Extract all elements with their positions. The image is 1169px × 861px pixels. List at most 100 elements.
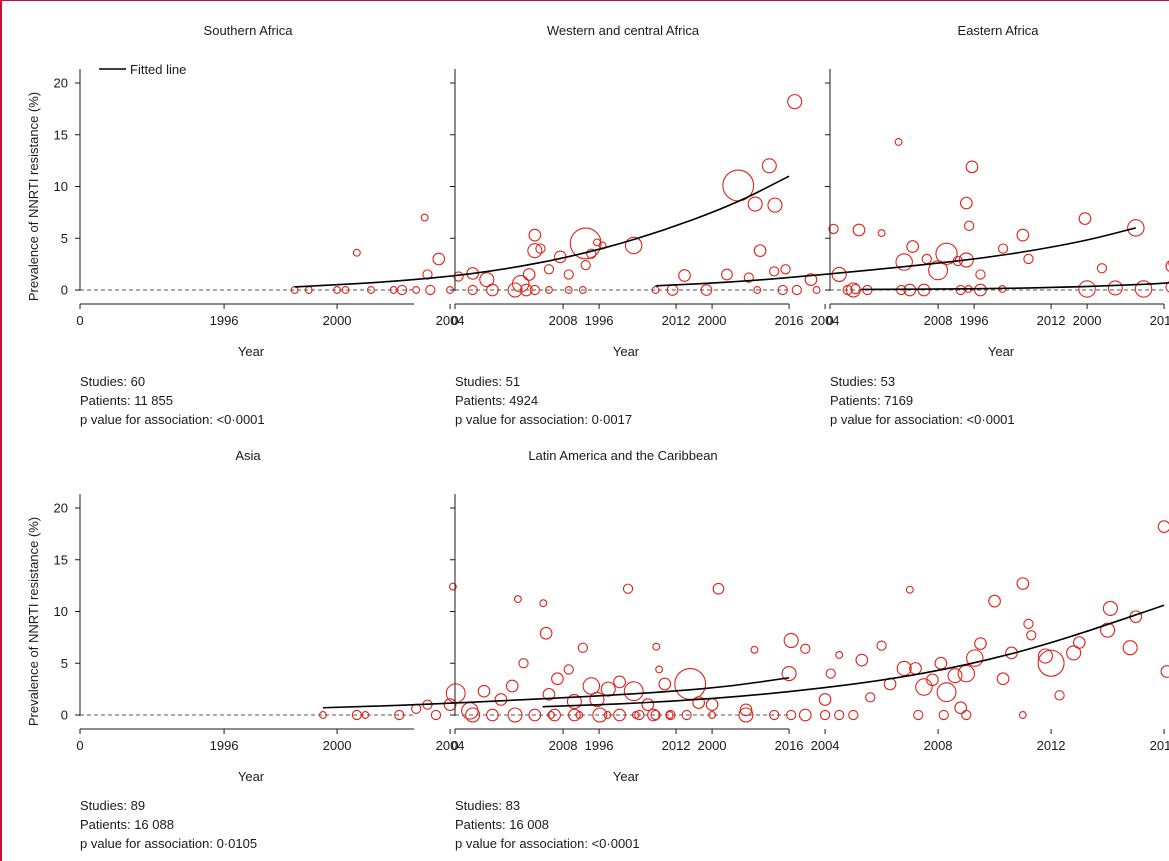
stats-panel-asia: Studies: 89 Patients: 16 088 p value for… bbox=[80, 796, 257, 853]
study-point bbox=[1072, 636, 1086, 649]
study-point bbox=[412, 286, 421, 294]
study-point bbox=[678, 269, 691, 282]
study-point bbox=[781, 666, 797, 682]
x-tick-label: 2008 bbox=[924, 738, 953, 753]
study-point bbox=[767, 197, 783, 213]
stats-panel-eastern-africa: Studies: 53 Patients: 7169 p value for a… bbox=[830, 372, 1015, 429]
study-point bbox=[544, 286, 553, 294]
study-point bbox=[812, 286, 821, 294]
x-axis-label: Year bbox=[613, 769, 640, 784]
x-tick-label: 2000 bbox=[323, 313, 352, 328]
study-point bbox=[539, 626, 553, 640]
study-point bbox=[333, 286, 342, 294]
fitted-line bbox=[322, 676, 790, 709]
legend: Fitted line bbox=[99, 62, 186, 77]
study-point bbox=[432, 252, 446, 266]
x-tick-label: 2016 bbox=[775, 313, 804, 328]
x-tick-label: 2000 bbox=[698, 313, 727, 328]
patients-count: Patients: 16 088 bbox=[80, 817, 174, 832]
study-point bbox=[518, 658, 529, 669]
x-tick-label: 2012 bbox=[1037, 738, 1066, 753]
study-point bbox=[974, 637, 987, 650]
study-point bbox=[624, 236, 643, 255]
x-tick-label: 2012 bbox=[662, 738, 691, 753]
study-point bbox=[769, 709, 780, 721]
study-point bbox=[1127, 219, 1145, 237]
study-point bbox=[692, 696, 706, 709]
study-point bbox=[825, 668, 836, 679]
x-tick-label: 2008 bbox=[924, 313, 953, 328]
study-point bbox=[936, 682, 957, 703]
study-point bbox=[850, 283, 861, 295]
study-point bbox=[665, 711, 674, 719]
study-point bbox=[966, 649, 984, 667]
x-axis-label: Year bbox=[988, 344, 1015, 359]
study-point bbox=[753, 244, 767, 258]
study-point bbox=[528, 228, 542, 242]
study-point bbox=[1107, 280, 1123, 296]
study-point bbox=[513, 595, 522, 604]
study-point bbox=[819, 709, 831, 721]
study-point bbox=[542, 687, 556, 701]
study-point bbox=[507, 707, 523, 723]
x-tick-label: 1996 bbox=[585, 313, 614, 328]
study-point bbox=[934, 656, 948, 670]
x-tick-label: 2004 bbox=[436, 313, 465, 328]
x-tick-label: 1996 bbox=[960, 313, 989, 328]
study-point bbox=[652, 642, 661, 651]
study-point bbox=[1037, 648, 1053, 664]
x-tick-label: 0 bbox=[451, 313, 458, 328]
x-tick-label: 0 bbox=[451, 738, 458, 753]
study-point bbox=[938, 709, 949, 721]
study-point bbox=[852, 223, 866, 237]
x-axis-label: Year bbox=[238, 769, 265, 784]
fitted-line bbox=[861, 281, 1169, 291]
study-point bbox=[650, 709, 661, 721]
study-point bbox=[761, 158, 777, 174]
y-axis-label: Prevalence of NNRTI resistance (%) bbox=[26, 517, 41, 726]
study-point bbox=[1054, 690, 1065, 701]
study-point bbox=[448, 582, 457, 591]
study-point bbox=[430, 709, 442, 721]
x-tick-label: 0 bbox=[76, 738, 83, 753]
study-point bbox=[631, 711, 640, 719]
panel-title: Eastern Africa bbox=[958, 23, 1040, 38]
study-point bbox=[443, 698, 457, 712]
x-tick-label: 1996 bbox=[210, 738, 239, 753]
panel-title: Latin America and the Caribbean bbox=[528, 448, 717, 463]
study-point bbox=[394, 709, 405, 721]
studies-count: Studies: 53 bbox=[830, 374, 896, 389]
study-point bbox=[935, 242, 958, 265]
study-point bbox=[420, 213, 429, 222]
study-point bbox=[563, 664, 574, 675]
y-tick-label: 10 bbox=[54, 179, 68, 194]
patients-count: Patients: 7169 bbox=[830, 393, 914, 408]
study-point bbox=[988, 594, 1001, 608]
study-point bbox=[577, 642, 588, 653]
study-point bbox=[522, 268, 536, 281]
study-point bbox=[1016, 577, 1030, 590]
study-point bbox=[906, 240, 920, 253]
study-point bbox=[961, 709, 972, 721]
study-point bbox=[965, 160, 979, 174]
study-point bbox=[913, 709, 924, 721]
study-point bbox=[563, 269, 574, 280]
study-point bbox=[564, 286, 573, 294]
studies-count: Studies: 51 bbox=[455, 374, 521, 389]
study-point bbox=[453, 271, 464, 282]
study-point bbox=[1023, 253, 1034, 265]
chart-panel: Eastern Africa0199620002004200820122016Y… bbox=[825, 23, 1169, 359]
study-point bbox=[712, 582, 725, 595]
study-point bbox=[739, 703, 753, 717]
study-point bbox=[957, 664, 976, 683]
study-point bbox=[613, 675, 626, 689]
x-tick-label: 0 bbox=[826, 313, 833, 328]
study-point bbox=[543, 264, 555, 275]
x-tick-label: 2012 bbox=[662, 313, 691, 328]
stats-panel-western-central-africa: Studies: 51 Patients: 4924 p value for a… bbox=[455, 372, 632, 429]
study-point bbox=[783, 632, 799, 649]
study-point bbox=[655, 665, 664, 674]
study-point bbox=[1102, 600, 1118, 616]
study-point bbox=[905, 585, 914, 594]
study-point bbox=[876, 640, 887, 651]
